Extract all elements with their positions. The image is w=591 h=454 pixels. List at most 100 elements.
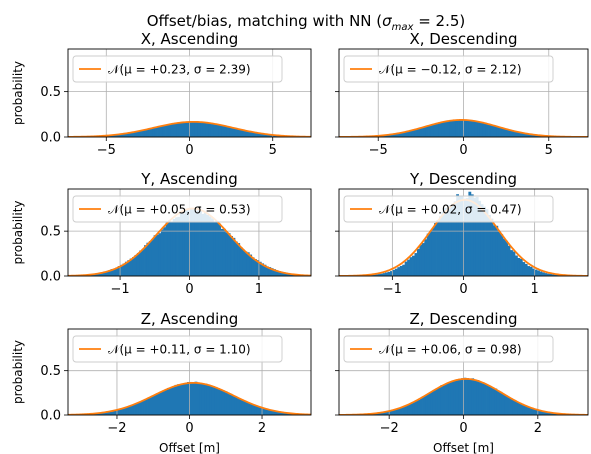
y-tick-label: 0.0	[40, 131, 61, 146]
histogram-bar	[492, 388, 495, 415]
histogram-bar	[527, 266, 530, 276]
y-axis-label: probability	[11, 200, 25, 264]
histogram-bar	[227, 393, 230, 415]
histogram-bar	[252, 257, 255, 276]
histogram-bar	[448, 382, 451, 415]
histogram-bar	[520, 259, 523, 276]
histogram-bar	[510, 398, 513, 415]
x-tick-label: 5	[269, 143, 277, 158]
histogram-bar	[423, 397, 426, 415]
histogram-bar	[489, 386, 492, 415]
histogram-bar	[503, 239, 506, 276]
histogram-bar	[388, 272, 391, 276]
histogram-bar	[137, 253, 140, 276]
histogram-bar	[400, 408, 403, 415]
histogram-bar	[513, 251, 516, 276]
histogram-bar	[199, 383, 202, 415]
legend-label: 𝒩(μ = +0.23, σ = 2.39)	[108, 63, 251, 77]
histogram-bar	[453, 380, 456, 415]
y-tick-label: 0.5	[40, 364, 61, 379]
histogram-bar	[232, 128, 235, 137]
histogram-bar	[438, 388, 441, 415]
histogram-bar	[405, 406, 408, 415]
histogram-bar	[442, 122, 445, 137]
histogram-bar	[522, 405, 525, 415]
histogram-bar	[466, 120, 469, 137]
histogram-bar	[402, 265, 405, 276]
histogram-bar	[443, 385, 446, 415]
histogram-bar	[525, 406, 528, 415]
histogram-bar	[500, 234, 503, 276]
histogram-bar	[208, 123, 211, 137]
histogram-bar	[229, 127, 232, 137]
histogram-bar	[433, 390, 436, 415]
histogram-bar	[157, 393, 160, 415]
legend: 𝒩(μ = +0.11, σ = 1.10)	[73, 336, 282, 362]
histogram-bar	[167, 388, 170, 415]
histogram-bar	[439, 123, 442, 137]
histogram-bar	[400, 266, 403, 276]
histogram-bar	[507, 397, 510, 415]
histogram-bar	[397, 267, 400, 276]
x-tick-label: 2	[534, 421, 542, 436]
histogram-bar	[502, 394, 505, 415]
histogram-bar	[483, 123, 486, 137]
legend: 𝒩(μ = +0.05, σ = 0.53)	[73, 196, 282, 222]
histogram-bar	[417, 400, 420, 415]
histogram-bar	[168, 220, 171, 276]
histogram-bar	[464, 120, 467, 137]
legend-label: 𝒩(μ = +0.02, σ = 0.47)	[379, 203, 522, 217]
histogram-bar	[221, 229, 224, 276]
histogram-bar	[234, 397, 237, 415]
histogram-bar	[499, 127, 502, 137]
histogram-bar	[135, 404, 138, 415]
histogram-bar	[219, 125, 222, 137]
histogram-bar	[204, 384, 207, 415]
x-tick-label: −1	[383, 282, 402, 297]
histogram-bar	[480, 122, 483, 137]
x-tick-label: 0	[459, 282, 467, 297]
histogram-bar	[216, 124, 219, 137]
histogram-bar	[494, 126, 497, 137]
histogram-bar	[190, 382, 193, 415]
histogram-bar	[433, 124, 436, 137]
histogram-bar	[395, 269, 398, 276]
histogram-bar	[477, 122, 480, 137]
y-tick-label: 0.5	[40, 85, 61, 100]
histogram-bar	[237, 243, 240, 276]
histogram-bar	[218, 224, 221, 276]
suptitle-prefix: Offset/bias, matching with NN (	[147, 12, 382, 30]
histogram-bar	[202, 383, 205, 415]
histogram-bar	[154, 235, 157, 276]
suptitle-sigma: σ	[382, 12, 392, 30]
histogram-bar	[446, 384, 449, 415]
histogram-bar	[211, 218, 214, 276]
histogram-bar	[155, 127, 158, 137]
histogram-bar	[180, 384, 183, 415]
histogram-bar	[487, 385, 490, 415]
legend-label: 𝒩(μ = +0.06, σ = 0.98)	[379, 343, 522, 357]
x-tick-label: −1	[110, 282, 129, 297]
histogram-bar	[415, 401, 418, 415]
histogram-bar	[451, 381, 454, 415]
histogram-bar	[217, 388, 220, 415]
histogram-bar	[158, 127, 161, 137]
histogram-bar	[472, 121, 475, 137]
histogram-bar	[539, 272, 542, 276]
histogram-bar	[239, 399, 242, 415]
histogram-bar	[155, 395, 158, 416]
histogram-bar	[200, 122, 203, 137]
histogram-bar	[437, 220, 440, 276]
x-tick-label: −5	[97, 143, 116, 158]
histogram-bar	[440, 385, 443, 415]
histogram-bar	[211, 124, 214, 137]
histogram-bar	[171, 124, 174, 137]
histogram-bar	[252, 405, 255, 415]
histogram-bar	[499, 392, 502, 415]
histogram-bar	[135, 255, 138, 276]
histogram-bar	[458, 120, 461, 137]
histogram-bar	[497, 390, 500, 415]
histogram-bar	[132, 257, 135, 276]
histogram-bar	[479, 382, 482, 415]
